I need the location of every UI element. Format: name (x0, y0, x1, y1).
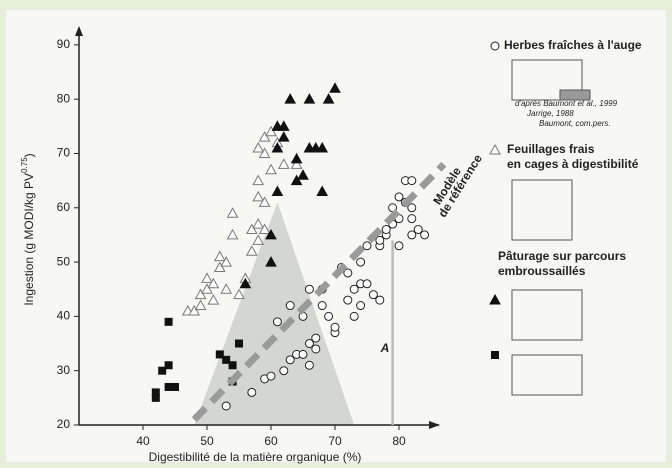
legend-line: en cages à digestibilité (507, 157, 639, 171)
point (363, 280, 371, 288)
point (408, 204, 416, 212)
y-tick-label: 70 (57, 146, 71, 160)
point (421, 231, 429, 239)
y-axis-label-part: 0.75 (20, 157, 29, 173)
y-tick-label: 30 (57, 363, 71, 377)
x-tick-label: 60 (264, 434, 278, 448)
legend-line: embroussaillés (498, 264, 586, 278)
y-tick-label: 40 (57, 309, 71, 323)
y-tick-label: 60 (57, 200, 71, 214)
y-tick-label: 20 (57, 417, 71, 431)
legend-line: Pâturage sur parcours (498, 249, 626, 263)
point (344, 296, 352, 304)
x-tick-label: 40 (136, 434, 150, 448)
point (395, 242, 403, 250)
point (325, 312, 333, 320)
y-tick-label: 50 (57, 254, 71, 268)
point (408, 177, 416, 185)
x-tick-label: 70 (328, 434, 342, 448)
point (235, 340, 243, 348)
marker-a-label: A (380, 341, 390, 355)
point (408, 231, 416, 239)
chart: 20 30 40 50 60 70 80 90 40 50 60 70 80 Digestibilité … (0, 0, 672, 468)
y-axis-label-part: ) (22, 153, 36, 157)
y-axis-label: Ingestion (g MODI/kg PV0.75) (20, 153, 36, 305)
point (299, 312, 307, 320)
x-axis-label: Digestibilité de la matière organique (%… (149, 450, 362, 464)
point (248, 388, 256, 396)
y-tick-label: 90 (57, 37, 71, 51)
y-axis-label-part: Ingestion (g MODI/kg PV (22, 173, 36, 306)
point (363, 242, 371, 250)
point (165, 361, 173, 369)
point (273, 318, 281, 326)
citation: Jarrige, 1988 (526, 109, 574, 118)
legend-line: Feuillages frais (507, 142, 595, 156)
point (357, 258, 365, 266)
point (280, 367, 288, 375)
point (350, 312, 358, 320)
point (312, 345, 320, 353)
point (376, 296, 384, 304)
point (331, 323, 339, 331)
point (318, 302, 326, 310)
point (165, 318, 173, 326)
point (312, 334, 320, 342)
point (491, 42, 499, 50)
page: {"chart_data":{"type":"scatter", "x_labe… (0, 0, 672, 468)
point (267, 372, 275, 380)
x-tick-label: 80 (392, 434, 406, 448)
legend-label: Herbes fraîches à l'auge (504, 38, 642, 52)
y-tick-label: 80 (57, 91, 71, 105)
point (222, 402, 230, 410)
citation: Baumont, com.pers. (539, 119, 611, 128)
x-tick-label: 50 (200, 434, 214, 448)
point (491, 351, 499, 359)
point (299, 350, 307, 358)
point (165, 383, 173, 391)
point (408, 215, 416, 223)
citation: d'après Baumont et al., 1999 (515, 99, 618, 108)
point (305, 285, 313, 293)
point (305, 361, 313, 369)
point (152, 394, 160, 402)
point (229, 361, 237, 369)
point (286, 302, 294, 310)
point (357, 302, 365, 310)
